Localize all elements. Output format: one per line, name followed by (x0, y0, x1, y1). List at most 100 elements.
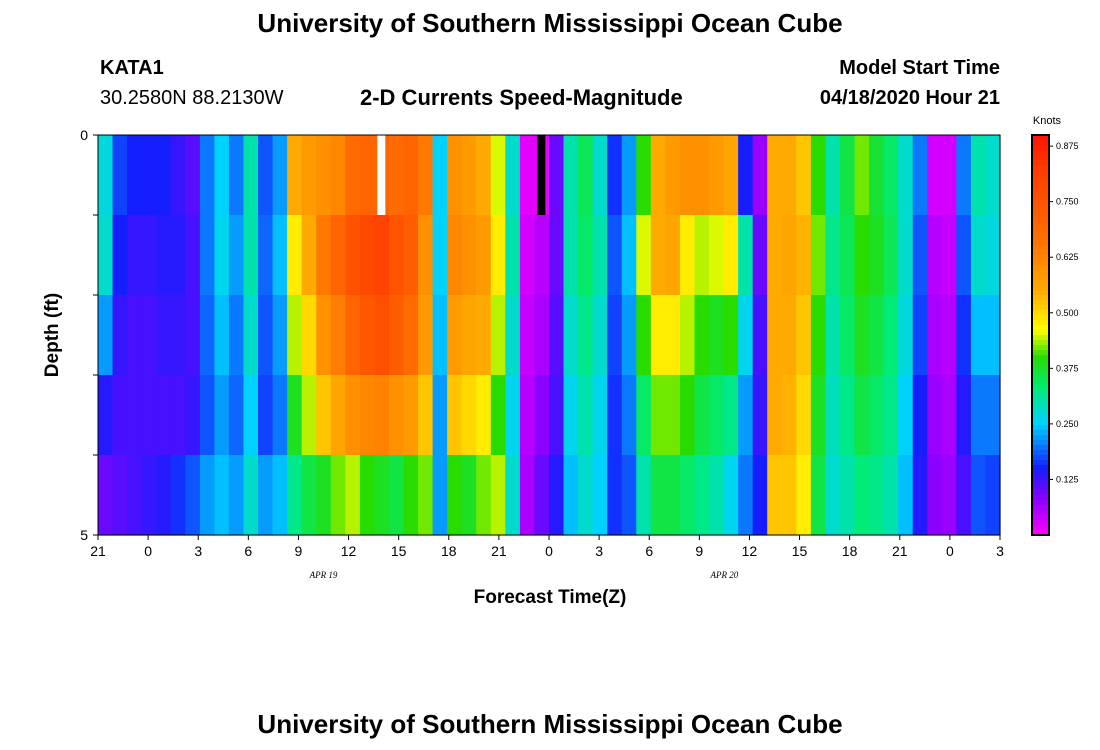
heatmap-cell (345, 215, 361, 296)
colorbar-segment (1032, 405, 1049, 411)
heatmap-cell (214, 295, 230, 376)
heatmap-cell (534, 215, 550, 296)
heatmap-cell (316, 375, 332, 456)
page-title: University of Southern Mississippi Ocean… (257, 8, 843, 38)
heatmap-cell (723, 375, 739, 456)
colorbar-segment (1032, 345, 1049, 351)
heatmap-cell (883, 135, 899, 216)
colorbar-tick-label: 0.250 (1056, 419, 1079, 429)
heatmap-cell (388, 215, 405, 296)
heatmap-cell (767, 215, 783, 296)
colorbar-segment (1032, 410, 1049, 416)
heatmap-cell (214, 455, 230, 536)
heatmap-cell (185, 135, 201, 216)
heatmap-cell (650, 295, 666, 376)
heatmap-cell (665, 215, 681, 296)
heatmap-cell (374, 295, 390, 376)
heatmap-cell (243, 375, 259, 456)
heatmap-cell (709, 135, 725, 216)
colorbar-segment (1032, 395, 1049, 401)
heatmap-cell (839, 375, 856, 456)
heatmap-cell (258, 135, 274, 216)
colorbar-segment (1032, 440, 1049, 446)
heatmap-cell (679, 455, 696, 536)
colorbar-segment (1032, 455, 1049, 461)
heatmap-cell (490, 135, 506, 216)
x-tick-label: 9 (695, 543, 703, 559)
heatmap-cell (345, 375, 361, 456)
heatmap-cell (854, 375, 870, 456)
heatmap-cell (636, 375, 652, 456)
x-tick-label: 18 (441, 543, 457, 559)
heatmap-cell (970, 215, 987, 296)
colorbar: 0.875 0.750 0.625 0.500 0.375 0.250 0.125 (1031, 134, 1079, 536)
heatmap-cell (505, 455, 521, 536)
colorbar-segment (1032, 510, 1049, 516)
heatmap-cell (970, 295, 987, 376)
heatmap-cell (869, 295, 885, 376)
x-tick-label: 21 (892, 543, 908, 559)
missing-data-cell (537, 135, 546, 215)
heatmap-cell (607, 455, 623, 536)
heatmap-cell (985, 375, 1001, 456)
x-tick-label: 21 (90, 543, 106, 559)
colorbar-segment (1032, 420, 1049, 426)
heatmap-cell (679, 375, 696, 456)
x-tick-label: 12 (341, 543, 357, 559)
heatmap-cell (228, 375, 245, 456)
heatmap-cell (170, 295, 186, 376)
colorbar-segment (1032, 140, 1049, 146)
heatmap-cell (810, 215, 827, 296)
heatmap-cell (694, 135, 710, 216)
heatmap-cell (141, 375, 157, 456)
colorbar-segment (1032, 400, 1049, 406)
heatmap-cell (578, 135, 594, 216)
heatmap-cell (98, 135, 114, 216)
x-tick-label: 6 (645, 543, 653, 559)
heatmap-cell (403, 215, 419, 296)
heatmap-cell (330, 375, 346, 456)
heatmap-cell (112, 135, 128, 216)
heatmap-cell (490, 215, 506, 296)
heatmap-cell (839, 295, 856, 376)
colorbar-segment (1032, 290, 1049, 296)
heatmap-cell (185, 295, 201, 376)
heatmap-cell (854, 295, 870, 376)
colorbar-segment (1032, 450, 1049, 456)
heatmap-cell (665, 295, 681, 376)
y-tick-label: 5 (80, 527, 88, 543)
heatmap-cell (287, 455, 303, 536)
colorbar-segment (1032, 215, 1049, 221)
heatmap-cell (534, 455, 550, 536)
heatmap-cell (418, 295, 434, 376)
heatmap-cell (912, 215, 928, 296)
heatmap-cell (199, 295, 215, 376)
heatmap-cell (170, 375, 186, 456)
heatmap-cell (519, 455, 536, 536)
colorbar-segment (1032, 210, 1049, 216)
heatmap-cell (796, 455, 812, 536)
colorbar-segment (1032, 350, 1049, 356)
heatmap-cell (796, 295, 812, 376)
heatmap-cell (258, 455, 274, 536)
heatmap-cell (345, 295, 361, 376)
heatmap-cell (636, 295, 652, 376)
date-label: APR 19 (309, 570, 338, 580)
colorbar-segment (1032, 295, 1049, 301)
heatmap-cell (738, 135, 754, 216)
heatmap-cell (141, 455, 157, 536)
heatmap-cell (505, 375, 521, 456)
heatmap-cell (432, 455, 448, 536)
heatmap-cell (199, 135, 215, 216)
station-id: KATA1 (100, 57, 164, 79)
colorbar-segment (1032, 515, 1049, 521)
colorbar-segment (1032, 415, 1049, 421)
heatmap-cell (883, 215, 899, 296)
heatmap-cell (330, 455, 346, 536)
heatmap-cell (476, 215, 492, 296)
colorbar-segment (1032, 230, 1049, 236)
heatmap-cell (374, 215, 390, 296)
colorbar-segment (1032, 385, 1049, 391)
heatmap-cell (432, 375, 448, 456)
heatmap-cell (112, 375, 128, 456)
